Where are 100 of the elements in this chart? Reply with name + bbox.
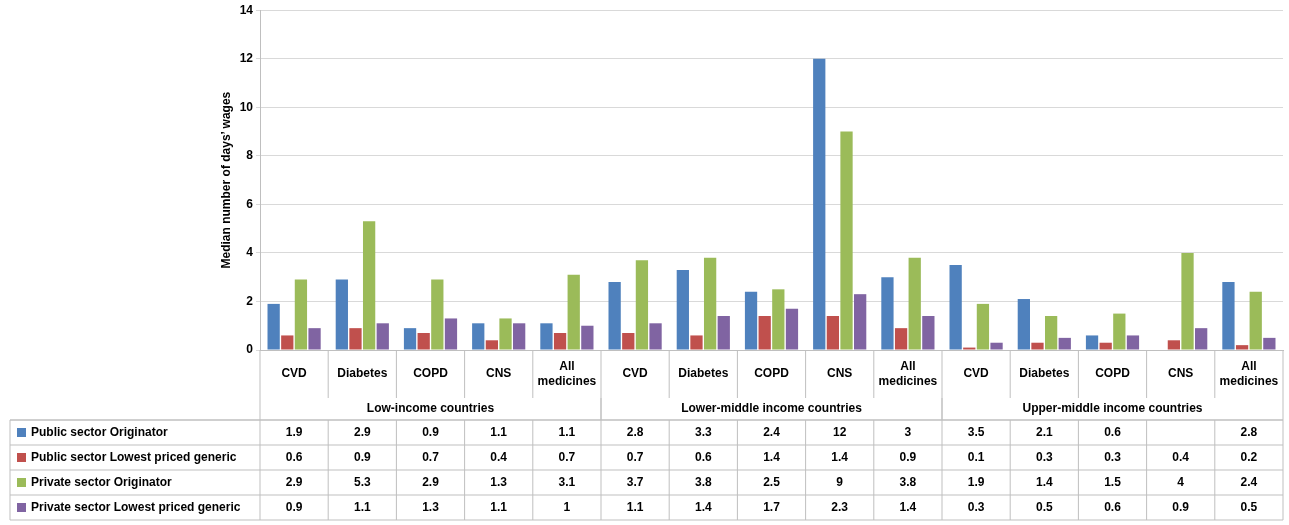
y-axis-title: Median number of days’ wages <box>218 91 233 269</box>
bar <box>1085 335 1099 350</box>
x-tick-label: CNS <box>1168 366 1194 381</box>
bar <box>894 328 908 350</box>
bar <box>813 58 826 350</box>
data-label: 3.1 <box>558 474 576 489</box>
x-tick-label: CVD <box>622 366 649 381</box>
data-label: 1.3 <box>422 499 440 514</box>
y-tick-label: 2 <box>246 293 254 308</box>
bar <box>1263 337 1276 350</box>
data-label: 3.7 <box>626 474 644 489</box>
data-label: 0.6 <box>1104 424 1122 439</box>
bar <box>922 316 935 350</box>
data-label: 1.4 <box>1035 474 1053 489</box>
bar <box>431 279 444 350</box>
bar <box>744 291 758 350</box>
data-label: 0.7 <box>422 449 440 464</box>
bar <box>581 325 594 350</box>
bar <box>785 308 799 350</box>
bar <box>349 328 362 350</box>
x-tick-label: All medicines <box>878 358 938 388</box>
y-tick-label: 14 <box>239 2 254 17</box>
x-tick-label: All medicines <box>537 358 597 388</box>
data-label: 5.3 <box>353 474 371 489</box>
data-label: 3.8 <box>694 474 712 489</box>
bar <box>608 282 621 350</box>
bar <box>1167 340 1181 350</box>
data-label: 0.6 <box>285 449 303 464</box>
bar <box>1222 282 1235 350</box>
legend-label: Public sector Originator <box>31 424 169 439</box>
bar <box>676 269 689 350</box>
x-tick-label: CNS <box>827 366 853 381</box>
bar <box>281 335 294 350</box>
bar <box>1031 342 1044 350</box>
x-tick-label: CVD <box>281 366 308 381</box>
bar <box>335 279 348 350</box>
y-tick-label: 10 <box>239 99 254 114</box>
bar <box>553 333 567 350</box>
bar <box>362 221 376 350</box>
x-tick-label: CNS <box>486 366 512 381</box>
x-tick-label: Diabetes <box>678 366 729 381</box>
bar <box>1249 291 1262 350</box>
bar <box>690 335 703 350</box>
bar <box>622 333 635 350</box>
bar <box>1113 313 1126 350</box>
data-label: 0.9 <box>285 499 303 514</box>
data-label: 0.2 <box>1240 449 1258 464</box>
data-label: 3.8 <box>899 474 917 489</box>
bar <box>854 294 867 350</box>
data-label: 0.5 <box>1240 499 1258 514</box>
bar <box>840 131 853 350</box>
data-label: 1.4 <box>763 449 781 464</box>
data-label: 1.9 <box>967 474 985 489</box>
data-label: 1.7 <box>763 499 781 514</box>
bar <box>417 333 430 350</box>
bar <box>635 260 649 350</box>
data-label: 0.7 <box>626 449 644 464</box>
bar <box>949 265 962 350</box>
bar <box>294 279 308 350</box>
bar <box>1126 335 1140 350</box>
text: Low-income countries <box>366 401 495 416</box>
data-label: 1.1 <box>353 499 371 514</box>
data-label: 0.3 <box>1104 449 1122 464</box>
y-tick-label: 6 <box>246 196 254 211</box>
bar <box>267 303 280 350</box>
data-label: 1.4 <box>694 499 712 514</box>
bar <box>567 274 580 350</box>
data-label: 0.1 <box>967 449 985 464</box>
data-label: 2.5 <box>763 474 781 489</box>
data-label: 0.4 <box>490 449 508 464</box>
data-label: 12 <box>833 424 847 439</box>
data-label: 2.4 <box>1240 474 1258 489</box>
bar <box>1181 252 1194 350</box>
data-label: 0.6 <box>694 449 712 464</box>
data-label: 1.1 <box>558 424 576 439</box>
bar <box>1017 299 1030 350</box>
bar <box>826 316 840 350</box>
bar <box>908 257 921 350</box>
bar <box>881 277 894 350</box>
data-label: 0.9 <box>1172 499 1190 514</box>
bar <box>1044 316 1058 350</box>
data-label: 1.1 <box>490 499 508 514</box>
bar <box>758 316 771 350</box>
bar <box>1099 342 1112 350</box>
data-label: 2.9 <box>353 424 371 439</box>
bar <box>703 257 717 350</box>
data-label: 0.9 <box>422 424 440 439</box>
x-tick-label: COPD <box>754 366 790 381</box>
x-tick-label: COPD <box>1095 366 1131 381</box>
bar <box>540 323 553 350</box>
y-tick-label: 8 <box>246 148 254 163</box>
bar <box>976 303 990 350</box>
y-tick-label: 0 <box>246 342 254 357</box>
data-label: 0.3 <box>967 499 985 514</box>
data-label: 0.4 <box>1172 449 1190 464</box>
data-label: 1.4 <box>831 449 849 464</box>
legend-label: Private sector Lowest priced generic <box>31 499 241 514</box>
text: Lower-middle income countries <box>681 401 863 416</box>
data-label: 2.1 <box>1035 424 1053 439</box>
data-label: 2.9 <box>422 474 440 489</box>
